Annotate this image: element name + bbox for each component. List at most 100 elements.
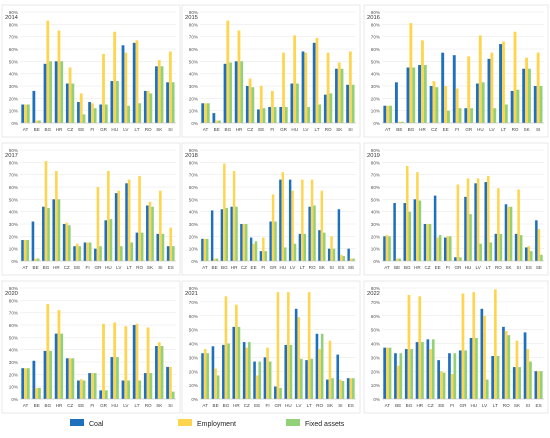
- bar-coal: [383, 236, 386, 261]
- bar-fixed-assets: [489, 242, 493, 261]
- bar-employment: [55, 170, 58, 261]
- bar-employment: [440, 371, 443, 399]
- panel-2015: 0% 10% 20% 30% 40% 50% 60% 70% 80% 90%2015 AT BE BG H…: [181, 4, 361, 138]
- bar-fixed-assets: [310, 358, 314, 399]
- bar-coal: [143, 90, 147, 123]
- bar-employment: [138, 175, 141, 261]
- bar-employment: [409, 23, 413, 124]
- bar-employment: [86, 242, 89, 261]
- bar-coal: [245, 86, 249, 123]
- bar-fixed-assets: [323, 232, 326, 261]
- year-label: 2017: [5, 153, 18, 159]
- bar-fixed-assets: [240, 61, 244, 123]
- x-tick-label: GR: [95, 265, 103, 270]
- bar-fixed-assets: [418, 200, 422, 261]
- bar-employment: [90, 373, 94, 399]
- bar-employment: [75, 243, 79, 261]
- bar-coal: [347, 248, 350, 261]
- x-tick-label: RO: [503, 403, 510, 408]
- bar-employment: [461, 293, 465, 399]
- bar-coal: [83, 242, 87, 261]
- bar-fixed-assets: [329, 93, 333, 123]
- y-tick-label: 80%: [371, 22, 380, 27]
- bar-fixed-assets: [149, 93, 153, 123]
- bar-fixed-assets: [60, 61, 64, 123]
- x-tick-label: SI: [168, 403, 172, 408]
- bar-fixed-assets: [399, 353, 403, 399]
- x-tick-label: LV: [123, 403, 129, 408]
- x-tick-label: AT: [385, 127, 391, 132]
- panel-2021: 0% 10% 20% 30% 40% 50% 60% 70% 80%2021 AT BE BG HR CZ…: [181, 280, 361, 414]
- bar-fixed-assets: [332, 248, 336, 261]
- x-tick-label: HU: [111, 403, 118, 408]
- bar-fixed-assets: [458, 108, 462, 123]
- bar-fixed-assets: [235, 206, 238, 261]
- bar-coal: [211, 346, 215, 399]
- x-tick-label: SK: [505, 265, 512, 270]
- bar-employment: [320, 190, 324, 261]
- bar-coal: [279, 106, 283, 123]
- bar-employment: [340, 254, 343, 261]
- x-tick-label: CZ: [244, 403, 250, 408]
- bar-employment: [407, 294, 411, 399]
- bar-coal: [54, 61, 58, 123]
- x-tick-label: ES: [348, 403, 354, 408]
- bar-fixed-assets: [151, 206, 154, 261]
- bar-fixed-assets: [78, 246, 82, 261]
- y-tick-label: 80%: [9, 22, 18, 27]
- x-tick-label: SI: [338, 403, 342, 408]
- y-tick-label: 0%: [191, 397, 198, 402]
- bar-fixed-assets: [352, 378, 355, 399]
- x-tick-label: LT: [300, 265, 305, 270]
- bar-coal: [533, 86, 537, 123]
- bar-employment: [318, 349, 321, 399]
- bar-employment: [426, 224, 429, 261]
- y-tick-label: 50%: [9, 335, 18, 340]
- bar-fixed-assets: [120, 246, 123, 261]
- x-tick-label: HR: [56, 127, 63, 132]
- y-tick-label: 90%: [9, 10, 18, 15]
- x-tick-label: BE: [395, 403, 401, 408]
- bar-employment: [502, 41, 505, 123]
- y-tick-label: 50%: [9, 197, 18, 202]
- legend-label-employment: Employment: [197, 421, 236, 428]
- bar-fixed-assets: [421, 342, 424, 399]
- x-tick-label: SK: [336, 127, 343, 132]
- bar-coal: [220, 209, 224, 261]
- y-tick-label: 90%: [9, 148, 18, 153]
- bar-employment: [310, 179, 314, 261]
- x-tick-label: ES: [168, 265, 174, 270]
- bar-employment: [494, 289, 497, 399]
- bar-employment: [252, 243, 255, 261]
- bar-fixed-assets: [296, 83, 299, 123]
- bar-fixed-assets: [539, 86, 543, 123]
- bar-employment: [168, 366, 172, 399]
- panel-frame: [1, 142, 181, 276]
- bar-fixed-assets: [161, 233, 165, 261]
- x-tick-label: SK: [524, 127, 531, 132]
- legend-swatch-employment: [178, 419, 192, 426]
- x-tick-label: SI: [526, 403, 530, 408]
- bar-coal: [166, 246, 170, 261]
- year-label: 2019: [367, 153, 380, 159]
- bar-fixed-assets: [57, 199, 61, 261]
- bar-coal: [146, 205, 149, 261]
- x-tick-label: RO: [145, 403, 152, 408]
- bar-coal: [298, 233, 302, 261]
- bar-fixed-assets: [313, 205, 316, 261]
- y-tick-label: 20%: [9, 234, 18, 239]
- bar-fixed-assets: [284, 106, 288, 123]
- bar-employment: [148, 201, 152, 261]
- y-tick-label: 80%: [189, 22, 198, 27]
- x-tick-label: GR: [454, 265, 462, 270]
- bar-fixed-assets: [26, 240, 30, 261]
- bar-coal: [346, 84, 349, 123]
- bar-coal: [242, 342, 246, 399]
- bar-employment: [385, 235, 389, 261]
- bar-fixed-assets: [475, 337, 478, 399]
- x-tick-label: LT: [127, 265, 132, 270]
- x-tick-label: GR: [100, 127, 108, 132]
- bar-coal: [491, 355, 494, 399]
- bar-fixed-assets: [93, 108, 97, 123]
